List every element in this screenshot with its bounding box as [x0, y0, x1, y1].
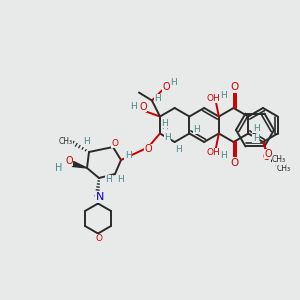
Text: H: H [220, 91, 227, 100]
Text: H: H [164, 133, 171, 142]
Text: H: H [162, 122, 168, 131]
Text: N: N [96, 192, 104, 202]
Text: O: O [230, 82, 239, 92]
Text: O: O [144, 145, 152, 154]
Text: O: O [162, 82, 170, 92]
Text: O: O [264, 149, 272, 159]
Text: H: H [162, 119, 168, 128]
Text: OH: OH [207, 148, 221, 157]
Text: H: H [220, 151, 227, 160]
Text: H: H [253, 124, 260, 133]
Text: H: H [84, 137, 90, 146]
Text: O: O [263, 152, 270, 163]
Text: CH₃: CH₃ [59, 136, 73, 146]
Text: H: H [175, 146, 182, 154]
Text: O: O [95, 234, 103, 243]
Text: H: H [171, 78, 177, 87]
Text: O: O [112, 139, 118, 148]
Polygon shape [72, 162, 87, 168]
Text: H: H [106, 176, 112, 184]
Text: H: H [253, 134, 260, 143]
Text: CH₃: CH₃ [272, 155, 286, 164]
Text: CH₃: CH₃ [276, 164, 291, 173]
Text: OH: OH [207, 94, 221, 103]
Text: H: H [124, 152, 131, 160]
Text: O: O [65, 156, 73, 166]
Text: H: H [193, 125, 200, 134]
Text: H: H [118, 176, 124, 184]
Text: O: O [139, 101, 147, 112]
Text: H: H [130, 102, 137, 111]
Text: H: H [55, 163, 63, 173]
Text: O: O [230, 158, 239, 168]
Text: H: H [154, 94, 161, 103]
